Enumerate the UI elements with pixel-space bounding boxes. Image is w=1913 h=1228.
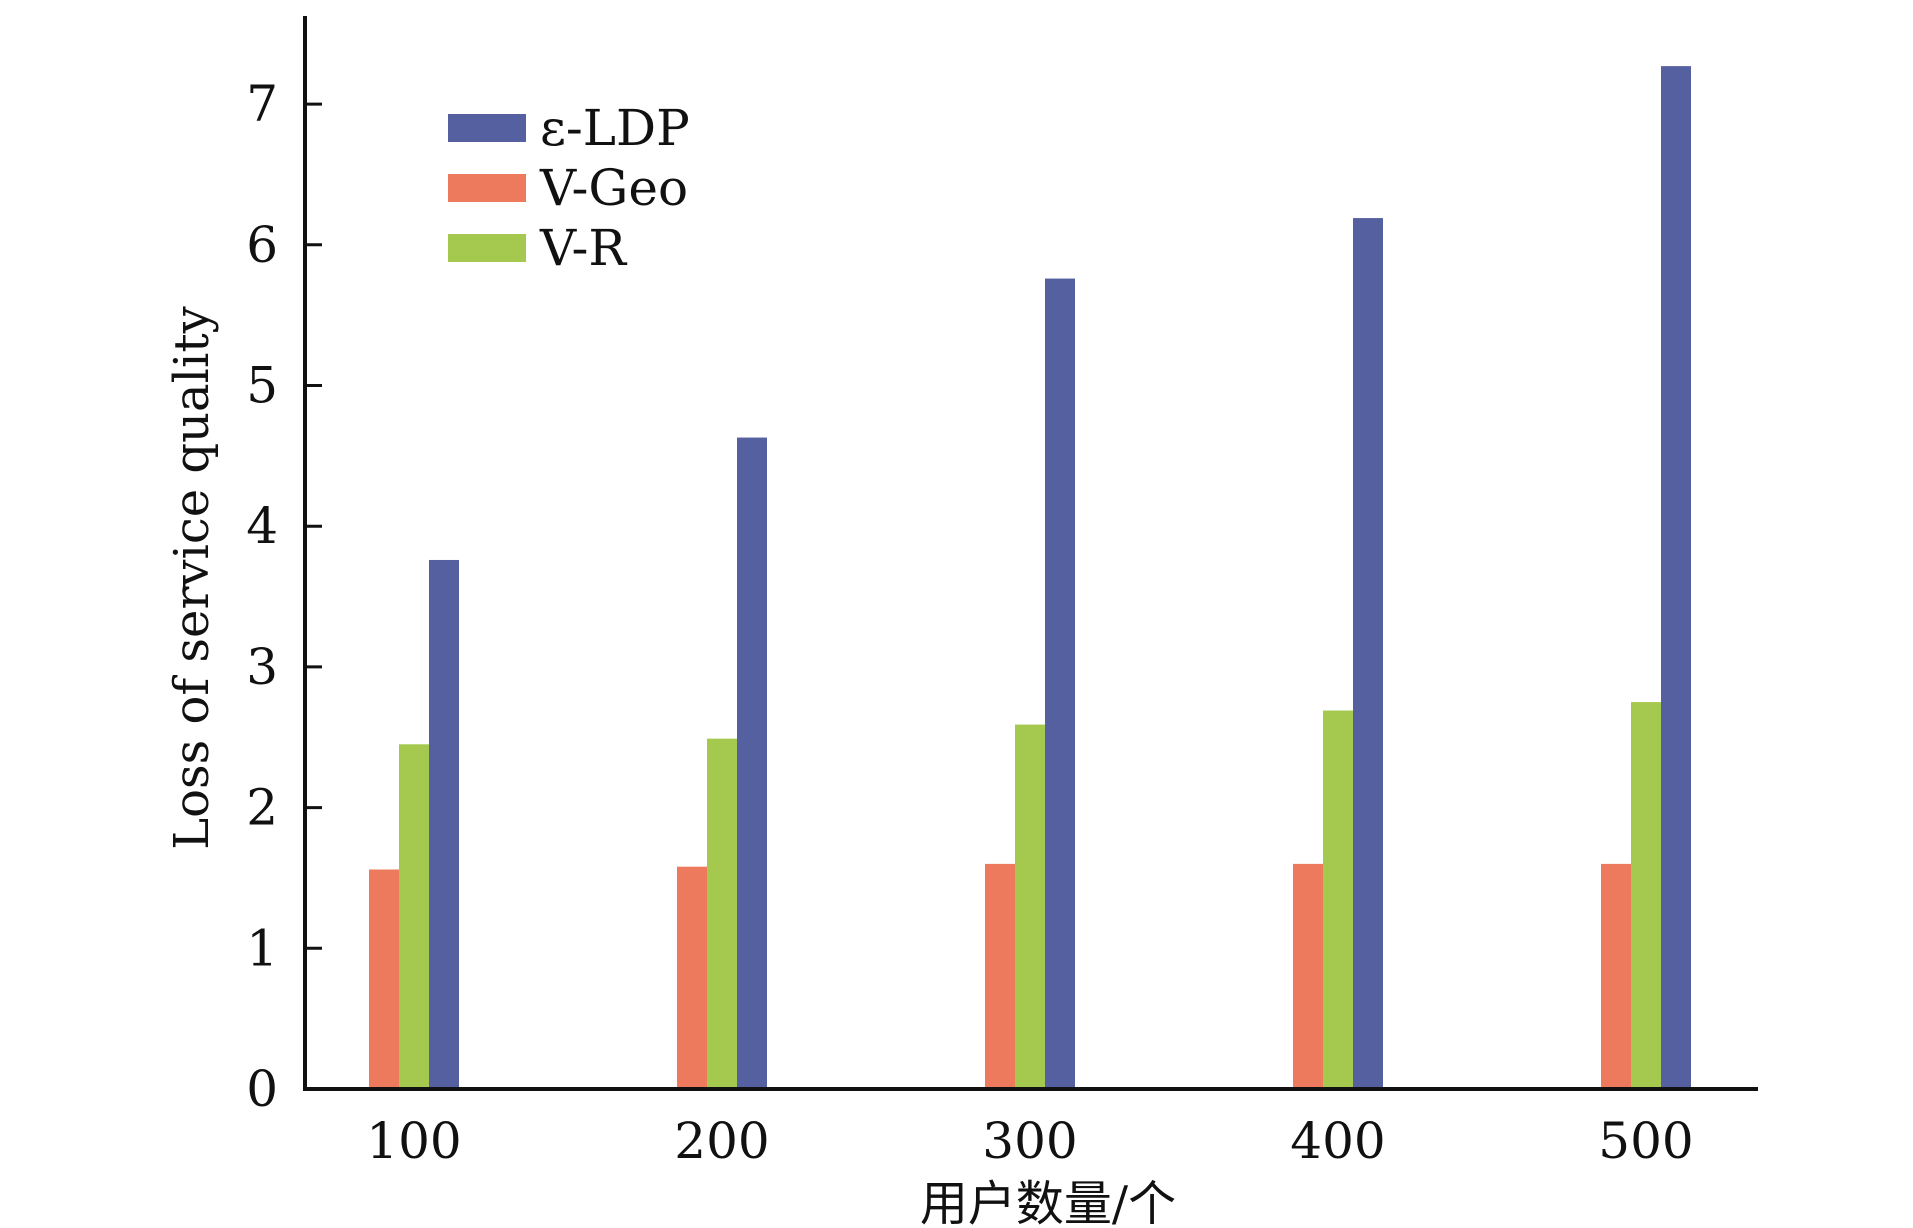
y-tick-label: 6 <box>246 216 278 274</box>
y-tick-label: 5 <box>246 357 278 415</box>
bar-vr-100 <box>399 744 429 1089</box>
axes-layer <box>303 16 1758 1091</box>
y-tick-label: 1 <box>246 919 278 977</box>
x-axis-title: 用户数量/个 <box>920 1176 1176 1228</box>
legend-swatch-0 <box>448 114 526 142</box>
legend-swatch-2 <box>448 234 526 262</box>
legend-label-2: V-R <box>539 219 627 277</box>
y-tick-label: 7 <box>246 75 278 133</box>
y-tick-label: 4 <box>246 497 278 555</box>
bar-vgeo-200 <box>677 866 707 1089</box>
bar-ldp-300 <box>1045 278 1075 1089</box>
bar-vgeo-100 <box>369 869 399 1089</box>
bar-vr-300 <box>1015 724 1045 1089</box>
x-tick-label: 400 <box>1290 1112 1385 1170</box>
bars-layer <box>369 66 1691 1090</box>
bar-ldp-400 <box>1353 218 1383 1089</box>
bar-vr-500 <box>1631 702 1661 1089</box>
legend-swatch-1 <box>448 174 526 202</box>
bar-vgeo-400 <box>1293 863 1323 1089</box>
bar-vgeo-500 <box>1601 863 1631 1089</box>
y-axis-title: Loss of service quality <box>164 306 220 850</box>
bar-ldp-200 <box>737 437 767 1090</box>
bar-vgeo-300 <box>985 863 1015 1089</box>
legend-label-1: V-Geo <box>539 159 688 217</box>
bar-ldp-100 <box>429 559 459 1089</box>
x-tick-label: 100 <box>366 1112 461 1170</box>
y-tick-label: 0 <box>246 1060 278 1118</box>
bar-ldp-500 <box>1661 66 1691 1089</box>
bar-vr-400 <box>1323 710 1353 1089</box>
x-ticks: 100 200 300 400 500 <box>366 1112 1693 1170</box>
bar-vr-200 <box>707 738 737 1089</box>
x-tick-label: 300 <box>982 1112 1077 1170</box>
y-tick-label: 3 <box>246 638 278 696</box>
y-tick-label: 2 <box>246 779 278 837</box>
legend-label-0: ε-LDP <box>540 99 690 157</box>
x-tick-label: 200 <box>674 1112 769 1170</box>
y-ticks: 0 1 2 3 4 5 6 7 <box>246 75 322 1118</box>
x-tick-label: 500 <box>1598 1112 1693 1170</box>
